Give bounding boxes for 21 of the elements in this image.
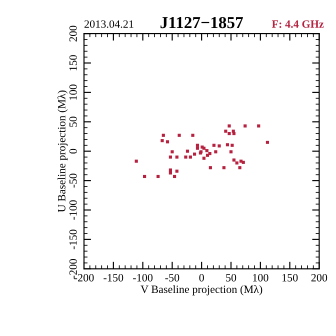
y-tick-label: -50 — [69, 174, 77, 188]
y-tick-label: 50 — [69, 116, 77, 127]
y-tick-label: -150 — [69, 230, 77, 250]
text: 2013.04.21 — [84, 20, 134, 28]
y-tick-label: 150 — [69, 55, 77, 70]
x-tick-label: 100 — [253, 274, 268, 282]
text: F: 4.4 GHz — [272, 20, 324, 28]
y-tick-label: 100 — [69, 84, 77, 100]
y-axis-title: U Baseline projection (Mλ) — [57, 90, 68, 212]
y-tick-label: 0 — [69, 148, 77, 154]
x-tick-label: -50 — [165, 274, 180, 282]
y-tick-label: 200 — [69, 26, 77, 42]
x-tick-label: 200 — [311, 274, 328, 282]
y-tick-label: -100 — [69, 200, 77, 220]
x-axis-title: V Baseline projection (Mλ) — [140, 285, 262, 296]
chart-title: J1127−1857 — [160, 16, 243, 28]
x-tick-label: 150 — [282, 274, 298, 282]
x-tick-label: -150 — [104, 274, 124, 282]
x-tick-label: -100 — [133, 274, 153, 282]
x-tick-label: 50 — [226, 274, 236, 282]
x-tick-label: 0 — [199, 274, 204, 282]
